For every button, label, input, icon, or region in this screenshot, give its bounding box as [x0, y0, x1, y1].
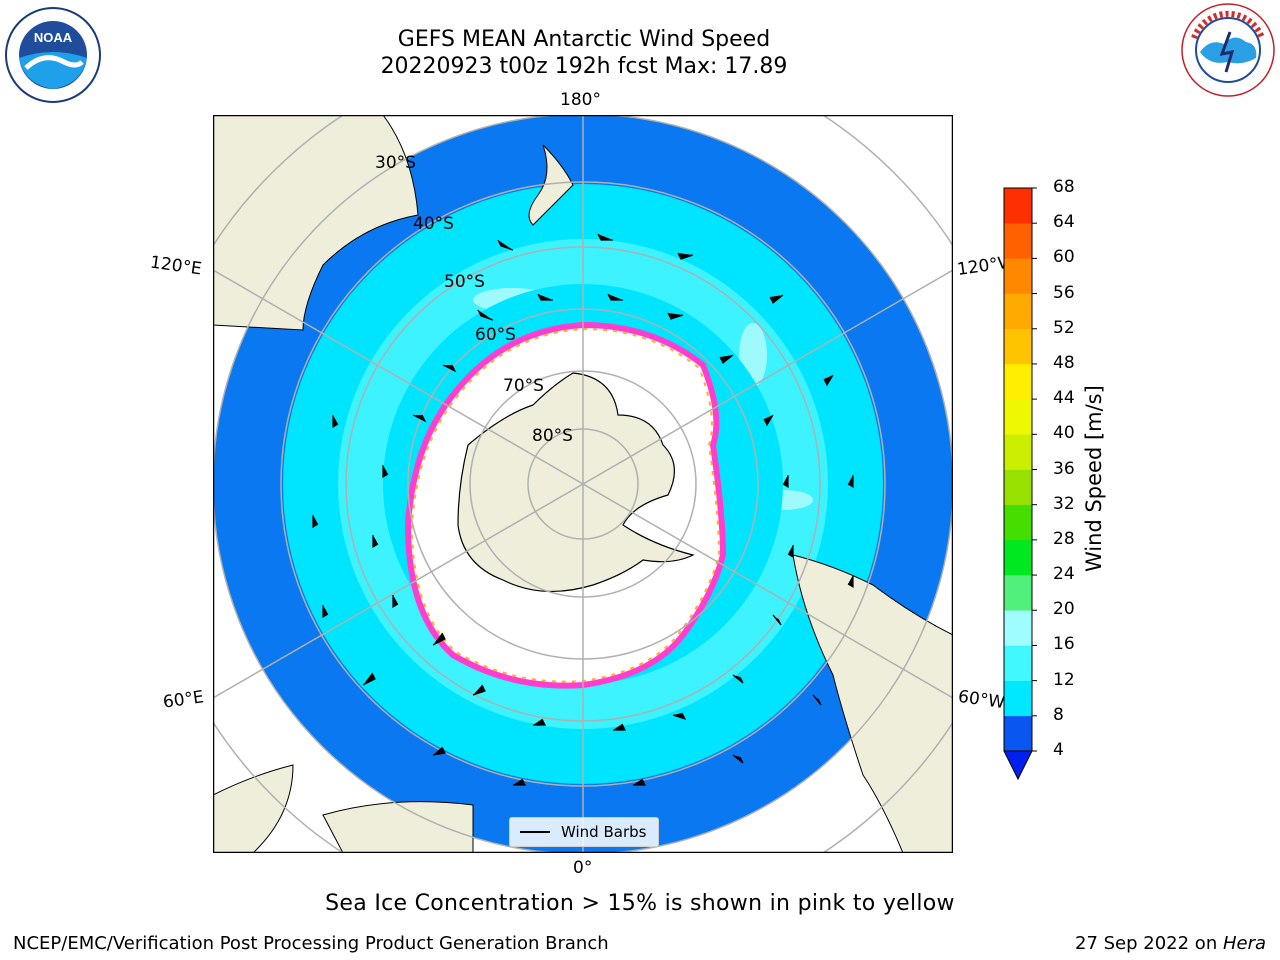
colorbar-extend-arrow: [1003, 750, 1033, 781]
colorbar-segment: [1004, 399, 1032, 435]
colorbar-segment: [1004, 434, 1032, 470]
legend-label: Wind Barbs: [561, 823, 647, 841]
lat-label-70s: 70°S: [503, 376, 544, 396]
chart-subtitle: 20220923 t00z 192h fcst Max: 17.89: [380, 54, 788, 79]
colorbar-segment: [1004, 645, 1032, 681]
colorbar-segment: [1004, 223, 1032, 259]
map-panel: 30°S 40°S 50°S 60°S 70°S 80°S Wind Barbs: [142, 43, 1024, 925]
nws-logo: [1181, 3, 1275, 97]
colorbar-tick-label: 32: [1053, 493, 1075, 514]
colorbar-tick-label: 36: [1053, 458, 1075, 479]
colorbar-segment: [1004, 610, 1032, 646]
colorbar-tick-label: 20: [1053, 599, 1075, 620]
lon-label-180: 180°: [560, 90, 601, 110]
lon-label-60w: 60°W: [956, 686, 1007, 714]
lat-label-50s: 50°S: [444, 272, 485, 292]
chart-title: GEFS MEAN Antarctic Wind Speed: [397, 27, 771, 52]
colorbar-tick-label: 24: [1053, 564, 1075, 585]
colorbar-segment: [1004, 258, 1032, 294]
footer-date-text: 27 Sep 2022 on: [1075, 933, 1223, 954]
colorbar: [1003, 187, 1037, 781]
colorbar-segment: [1004, 188, 1032, 224]
lat-label-30s: 30°S: [375, 153, 416, 173]
footer-credit: NCEP/EMC/Verification Post Processing Pr…: [13, 933, 609, 954]
colorbar-segment: [1004, 539, 1032, 576]
colorbar-segment: [1004, 328, 1032, 365]
colorbar-segment: [1004, 363, 1032, 400]
colorbar-tick-label: 60: [1053, 247, 1075, 268]
sea-ice-caption: Sea Ice Concentration > 15% is shown in …: [325, 891, 955, 916]
colorbar-tick-label: 44: [1053, 388, 1075, 409]
colorbar-tick-label: 16: [1053, 634, 1075, 655]
colorbar-tick-label: 48: [1053, 352, 1075, 373]
colorbar-segment: [1004, 575, 1032, 611]
wind-barb-legend-line: [520, 831, 550, 833]
antarctica-land: [457, 372, 695, 592]
africa-land: [212, 764, 294, 854]
lon-label-0: 0°: [573, 858, 593, 878]
noaa-logo-text: NOAA: [34, 30, 73, 45]
colorbar-tick-label: 28: [1053, 528, 1075, 549]
colorbar-tick-label: 8: [1053, 704, 1064, 725]
noaa-logo: NOAA: [5, 7, 101, 103]
lat-label-40s: 40°S: [413, 214, 454, 234]
footer-date: 27 Sep 2022 on Hera: [1075, 933, 1266, 954]
colorbar-tick-label: 40: [1053, 423, 1075, 444]
colorbar-tick-label: 4: [1053, 740, 1064, 760]
lat-label-80s: 80°S: [532, 426, 573, 446]
wind-barbs: [312, 233, 854, 786]
colorbar-segment: [1004, 469, 1032, 505]
colorbar-tick-label: 52: [1053, 317, 1075, 338]
colorbar-title: Wind Speed [m/s]: [1082, 385, 1106, 572]
polar-map: 30°S 40°S 50°S 60°S 70°S 80°S: [142, 43, 1024, 925]
colorbar-segment: [1004, 715, 1032, 752]
new-zealand-land: [528, 144, 574, 226]
colorbar-tick-label: 64: [1053, 212, 1075, 233]
colorbar-segment: [1004, 504, 1032, 541]
lat-label-60s: 60°S: [475, 325, 516, 345]
lon-label-120e: 120°E: [148, 252, 203, 280]
lon-label-60e: 60°E: [161, 687, 206, 713]
colorbar-tick-label: 68: [1053, 177, 1075, 197]
footer-host: Hera: [1222, 933, 1266, 954]
colorbar-tick-label: 56: [1053, 282, 1075, 303]
colorbar-segment: [1004, 680, 1032, 717]
colorbar-segment: [1004, 293, 1032, 330]
map-legend: Wind Barbs: [509, 817, 659, 847]
colorbar-tick-label: 12: [1053, 669, 1075, 690]
